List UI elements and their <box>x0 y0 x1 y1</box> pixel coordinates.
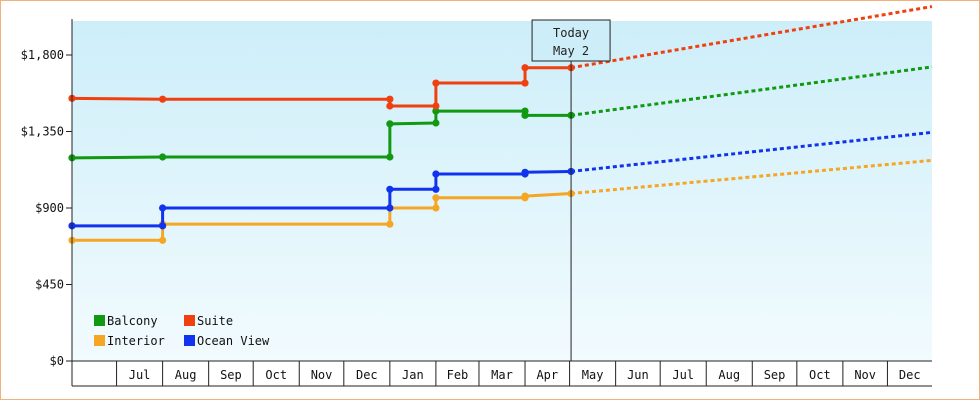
x-tick-label: Sep <box>764 368 786 382</box>
legend-label-ocean-view: Ocean View <box>197 334 270 348</box>
data-point <box>386 153 394 161</box>
data-point <box>432 102 440 110</box>
y-tick-label: $1,800 <box>21 48 64 62</box>
data-point <box>159 222 167 230</box>
data-point <box>386 204 394 212</box>
x-tick-label: Jun <box>627 368 649 382</box>
data-point <box>159 204 167 212</box>
legend-label-balcony: Balcony <box>107 314 158 328</box>
today-marker: Today May 2 <box>531 19 611 361</box>
today-date-label: May 2 <box>553 44 589 58</box>
x-tick-label: Dec <box>899 368 921 382</box>
legend-label-interior: Interior <box>107 334 165 348</box>
series-projection-balcony <box>570 65 933 117</box>
data-point <box>521 79 529 87</box>
data-point <box>386 95 394 103</box>
series-projection-interior <box>570 158 933 196</box>
legend: Balcony Suite Interior Ocean View <box>94 314 270 348</box>
data-point <box>432 204 440 212</box>
x-tick-label: Aug <box>175 368 197 382</box>
today-label: Today <box>553 26 589 40</box>
data-point <box>432 170 440 178</box>
x-tick-label: Jan <box>402 368 424 382</box>
series-balcony <box>68 65 933 162</box>
legend-swatch-interior <box>94 335 105 346</box>
x-tick-label: Aug <box>718 368 740 382</box>
data-point <box>386 220 394 228</box>
x-tick-label: Jul <box>129 368 151 382</box>
data-point <box>432 107 440 115</box>
data-point <box>432 79 440 87</box>
x-tick-label: Oct <box>265 368 287 382</box>
y-tick-label: $0 <box>50 354 64 368</box>
plot-background <box>72 21 932 361</box>
data-point <box>432 185 440 193</box>
data-point <box>432 194 440 202</box>
legend-swatch-balcony <box>94 315 105 326</box>
series-ocean-view <box>68 130 933 230</box>
data-point <box>386 102 394 110</box>
legend-swatch-suite <box>184 315 195 326</box>
data-point <box>386 185 394 193</box>
today-box <box>531 19 611 62</box>
series-suite <box>68 5 933 110</box>
data-point <box>432 119 440 127</box>
x-tick-label: Dec <box>356 368 378 382</box>
axis-layer: $0 $450 $900 $1,350 $1,800 Jul Aug Sep Oct Nov Dec… <box>21 19 932 387</box>
data-point <box>521 64 529 72</box>
data-point <box>159 153 167 161</box>
y-tick-label: $1,350 <box>21 125 64 139</box>
data-point <box>159 95 167 103</box>
series-projection-suite <box>570 5 933 70</box>
data-point <box>159 236 167 244</box>
x-tick-label: Apr <box>536 368 558 382</box>
x-tick-label: Feb <box>447 368 469 382</box>
legend-label-suite: Suite <box>197 314 233 328</box>
x-tick-label: Jul <box>672 368 694 382</box>
y-tick-label: $900 <box>35 201 64 215</box>
y-tick-label: $450 <box>35 278 64 292</box>
x-tick-label: May <box>582 368 604 382</box>
x-tick-label: Nov <box>311 368 333 382</box>
x-tick-label: Mar <box>491 368 513 382</box>
x-tick-label: Sep <box>220 368 242 382</box>
data-point <box>386 120 394 128</box>
data-point <box>521 168 529 176</box>
series-projection-ocean-view <box>570 130 933 173</box>
x-tick-label: Nov <box>854 368 876 382</box>
series-layer <box>68 5 933 244</box>
x-tick-label: Oct <box>809 368 831 382</box>
data-point <box>521 192 529 200</box>
legend-swatch-ocean-view <box>184 335 195 346</box>
data-point <box>521 111 529 119</box>
